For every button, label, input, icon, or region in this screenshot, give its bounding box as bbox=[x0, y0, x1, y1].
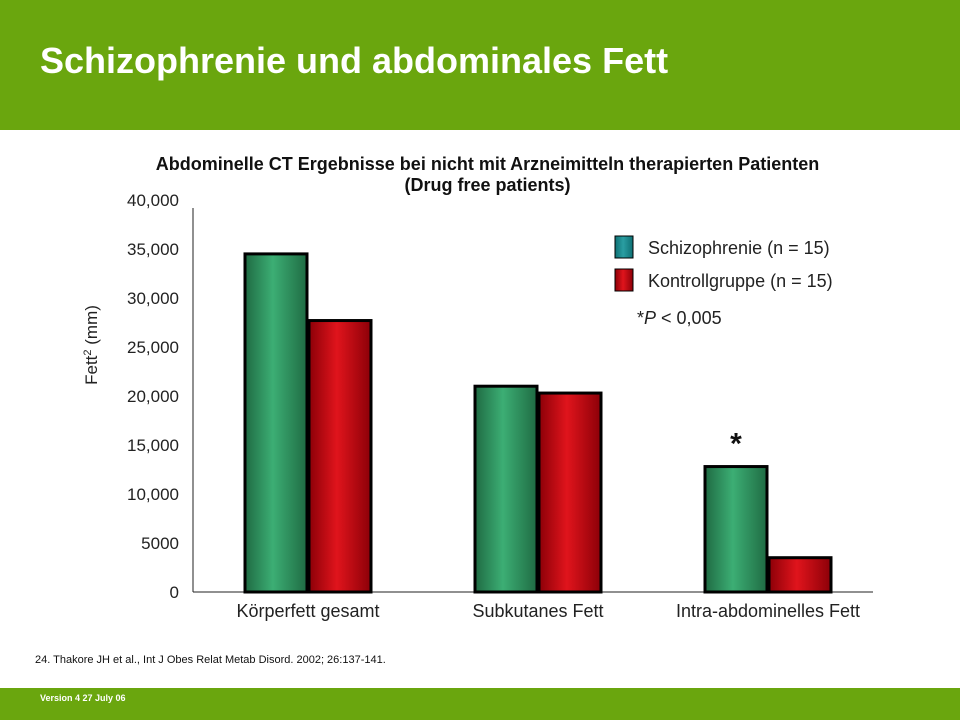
significance-marker: * bbox=[730, 428, 742, 461]
y-tick-label: 25,000 bbox=[127, 338, 179, 357]
y-tick-label: 0 bbox=[170, 583, 179, 602]
y-tick-label: 35,000 bbox=[127, 240, 179, 259]
legend-swatch-kontrollgruppe bbox=[614, 268, 634, 292]
bar-kontrollgruppe bbox=[537, 391, 603, 594]
bar-kontrollgruppe bbox=[767, 556, 833, 594]
x-category-label: Subkutanes Fett bbox=[472, 601, 603, 621]
y-axis-label: Fett2 (mm) bbox=[82, 305, 101, 385]
legend-swatch-schizophrenie bbox=[614, 235, 634, 259]
citation: 24. Thakore JH et al., Int J Obes Relat … bbox=[35, 654, 386, 666]
legend-label-kontrollgruppe: Kontrollgruppe (n = 15) bbox=[648, 271, 833, 291]
header-bar: Schizophrenie und abdominales Fett bbox=[0, 0, 960, 130]
bar-schizophrenie bbox=[473, 384, 539, 594]
p-value-annotation: *P < 0,005 bbox=[637, 308, 722, 328]
y-tick-label: 10,000 bbox=[127, 485, 179, 504]
bar-schizophrenie bbox=[703, 465, 769, 594]
bar-kontrollgruppe bbox=[307, 319, 373, 594]
legend-label-schizophrenie: Schizophrenie (n = 15) bbox=[648, 238, 830, 258]
y-tick-label: 5000 bbox=[141, 534, 179, 553]
chart-subtitle: (Drug free patients) bbox=[404, 175, 571, 195]
chart-title: Abdominelle CT Ergebnisse bei nicht mit … bbox=[155, 154, 820, 174]
x-category-label: Intra-abdominelles Fett bbox=[676, 601, 860, 621]
x-category-label: Körperfett gesamt bbox=[236, 601, 379, 621]
y-tick-label: 30,000 bbox=[127, 289, 179, 308]
footer-bar: Version 4 27 July 06 bbox=[0, 688, 960, 720]
version-label: Version 4 27 July 06 bbox=[40, 693, 126, 703]
slide-title: Schizophrenie und abdominales Fett bbox=[40, 40, 669, 81]
y-tick-label: 20,000 bbox=[127, 387, 179, 406]
y-tick-label: 15,000 bbox=[127, 436, 179, 455]
chart-title-block: Abdominelle CT Ergebnisse bei nicht mit … bbox=[0, 154, 960, 196]
bar-schizophrenie bbox=[243, 252, 309, 594]
bar-chart: 0 5000 10,000 15,000 20,000 25,000 30,000 35,00… bbox=[82, 191, 873, 621]
y-tick-label: 40,000 bbox=[127, 191, 179, 210]
